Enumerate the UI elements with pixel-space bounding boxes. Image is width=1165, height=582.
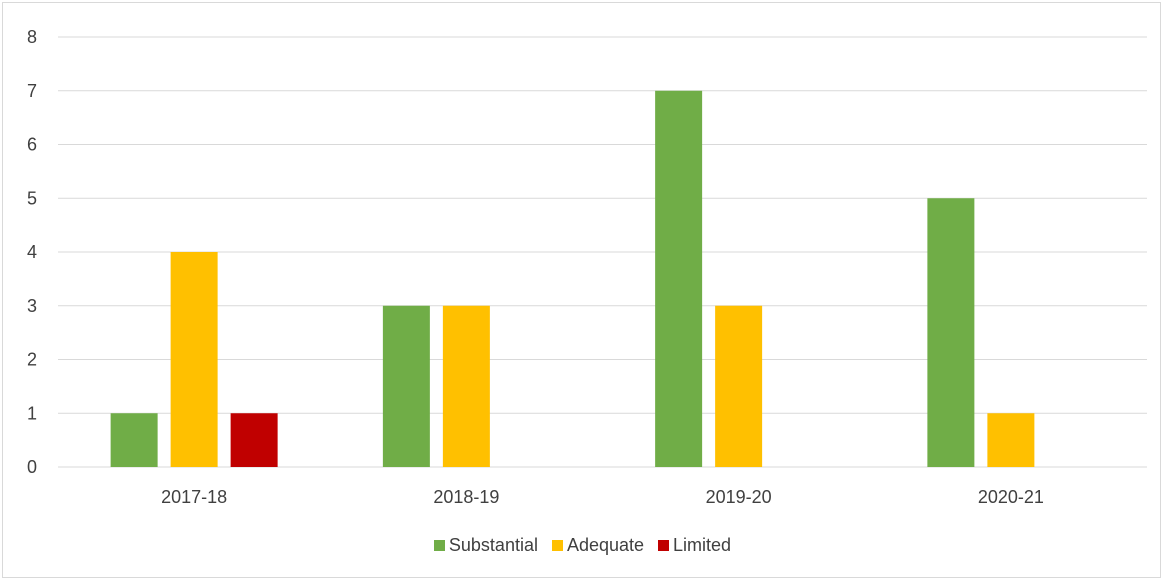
legend-item-limited: Limited [658,535,731,556]
legend-item-substantial: Substantial [433,535,538,556]
x-tick-label-2018-19: 2018-19 [433,487,499,507]
x-tick-label-2019-20: 2019-20 [706,487,772,507]
bars [110,90,1035,467]
bar-substantial-2018-19 [382,305,430,467]
gridlines [58,36,1147,468]
legend-item-adequate: Adequate [551,535,645,556]
y-tick-label-8: 8 [27,27,37,47]
legend-swatch-substantial [433,540,445,551]
bar-adequate-2017-18 [170,252,218,467]
y-tick-label-5: 5 [27,188,37,208]
bar-substantial-2020-21 [927,198,975,467]
y-tick-label-2: 2 [27,350,37,370]
bar-substantial-2019-20 [655,90,703,467]
y-axis-ticks: 0 1 2 3 4 5 6 7 8 [27,27,37,477]
bar-chart: 0 1 2 3 4 5 6 7 8 2017-18 2018-19 2019-20 2020-21 [27,27,1147,507]
y-tick-label-1: 1 [27,403,37,423]
legend-label-adequate: Adequate [566,535,645,555]
bar-adequate-2020-21 [987,413,1035,467]
y-tick-label-4: 4 [27,242,37,262]
legend-label-limited: Limited [673,535,732,555]
legend-swatch-limited [658,540,670,551]
bar-adequate-2018-19 [442,305,490,467]
x-tick-label-2020-21: 2020-21 [978,487,1044,507]
y-tick-label-6: 6 [27,135,37,155]
legend: Substantial Adequate Limited [0,535,1165,556]
legend-swatch-adequate [551,540,563,551]
y-tick-label-3: 3 [27,296,37,316]
legend-label-substantial: Substantial [448,535,538,555]
bar-substantial-2017-18 [110,413,158,467]
bar-adequate-2019-20 [715,305,763,467]
bar-limited-2017-18 [230,413,278,467]
x-tick-label-2017-18: 2017-18 [161,487,227,507]
x-axis-ticks: 2017-18 2018-19 2019-20 2020-21 [161,487,1044,507]
y-tick-label-0: 0 [27,457,37,477]
y-tick-label-7: 7 [27,81,37,101]
